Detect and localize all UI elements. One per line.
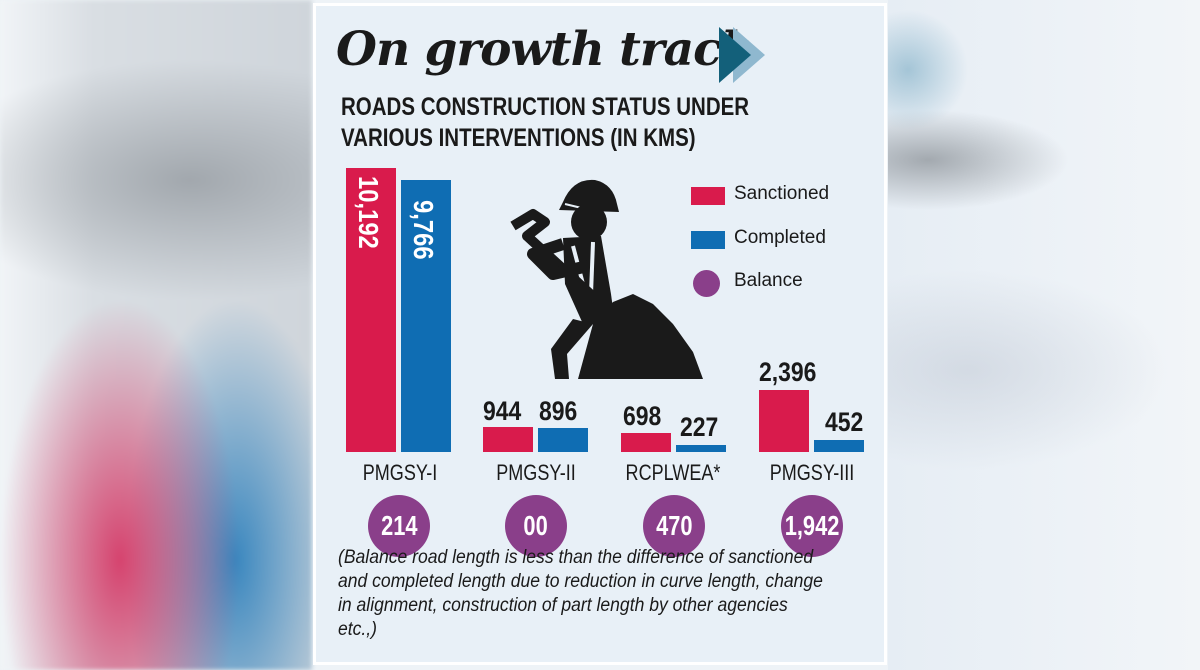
balance-circle: 470 [643, 495, 705, 557]
bar-sanctioned-pmgsy-iii [759, 390, 809, 452]
category-label: PMGSY-I [362, 460, 438, 485]
infographic-card: On growth track ROADS CONSTRUCTION STATU… [313, 3, 887, 665]
value-completed: 896 [539, 396, 578, 426]
completed-swatch [691, 231, 725, 249]
subtitle-line-2: VARIOUS INTERVENTIONS (IN KMS) [341, 124, 696, 152]
blurred-background-left [0, 0, 312, 670]
footnote: (Balance road length is less than the di… [338, 546, 823, 640]
bar-sanctioned-pmgsy-i: 10,192 [346, 168, 396, 452]
value-sanctioned: 2,396 [759, 357, 817, 387]
subtitle-line-1: ROADS CONSTRUCTION STATUS UNDER [341, 93, 750, 121]
category-label: PMGSY-III [769, 460, 855, 485]
bar-completed-pmgsy-ii [538, 428, 588, 452]
blurred-background-right [888, 0, 1200, 670]
legend-label-balance: Balance [734, 270, 803, 291]
balance-circle: 1,942 [781, 495, 843, 557]
bar-value: 10,192 [353, 176, 384, 249]
value-completed: 227 [680, 412, 719, 442]
bar-value: 9,766 [408, 200, 439, 260]
value-sanctioned: 698 [623, 401, 662, 431]
balance-dot [693, 270, 720, 297]
balance-value: 1,942 [784, 510, 840, 541]
bar-completed-rcplwea [676, 445, 726, 452]
bar-completed-pmgsy-i: 9,766 [401, 180, 451, 452]
legend-label-completed: Completed [734, 227, 826, 248]
balance-value: 00 [523, 510, 549, 541]
bar-completed-pmgsy-iii [814, 440, 864, 452]
bar-sanctioned-pmgsy-ii [483, 427, 533, 452]
sanctioned-swatch [691, 187, 725, 205]
chart-title: On growth track [336, 22, 753, 77]
category-label: PMGSY-II [496, 460, 576, 485]
category-label: RCPLWEA* [625, 460, 721, 485]
double-chevron-icon [719, 27, 765, 83]
chart-subtitle: ROADS CONSTRUCTION STATUS UNDER VARIOUS … [341, 92, 749, 154]
balance-circle: 214 [368, 495, 430, 557]
bar-sanctioned-rcplwea [621, 433, 671, 452]
construction-worker-icon [510, 179, 703, 379]
value-sanctioned: 944 [483, 396, 522, 426]
balance-value: 214 [380, 510, 418, 541]
balance-value: 470 [655, 510, 693, 541]
value-completed: 452 [825, 407, 864, 437]
legend-label-sanctioned: Sanctioned [734, 183, 830, 204]
balance-circle: 00 [505, 495, 567, 557]
